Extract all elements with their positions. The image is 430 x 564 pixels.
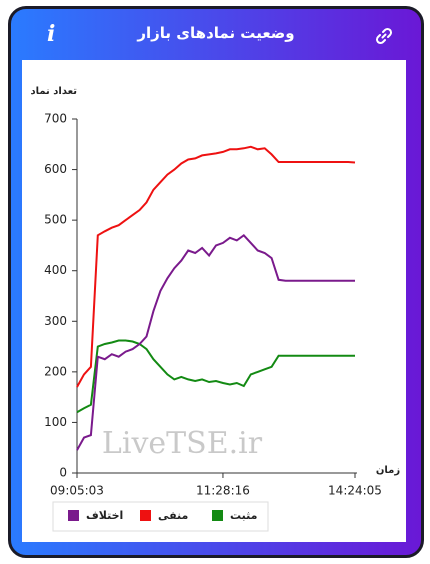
legend-label[interactable]: مثبت bbox=[230, 509, 257, 522]
legend-label[interactable]: اختلاف bbox=[86, 509, 123, 522]
series-line bbox=[76, 233, 355, 451]
info-icon[interactable]: i bbox=[47, 21, 56, 47]
y-axis-label: تعداد نماد bbox=[30, 86, 77, 97]
card: i وضعیت نمادهای بازار LiveTSE.ir تعداد نم… bbox=[8, 6, 424, 558]
title: وضعیت نمادهای بازار bbox=[137, 24, 295, 42]
y-tick-label: 700 bbox=[44, 112, 67, 126]
chart: LiveTSE.ir تعداد نماد زمان 0 100 200 300 400 500… bbox=[22, 60, 406, 542]
legend-swatch[interactable] bbox=[212, 510, 223, 521]
x-tick-label: 11:28:16 bbox=[196, 484, 250, 498]
legend-swatch[interactable] bbox=[68, 510, 79, 521]
y-tick-label: 200 bbox=[44, 364, 67, 378]
y-tick-label: 100 bbox=[44, 415, 67, 429]
y-tick-label: 300 bbox=[44, 314, 67, 328]
legend-label[interactable]: منفی bbox=[158, 509, 188, 522]
x-tick-label: 14:24:05 bbox=[328, 484, 382, 498]
y-tick-label: 500 bbox=[44, 213, 67, 227]
series-line bbox=[76, 339, 355, 414]
y-tick-label: 400 bbox=[44, 263, 67, 277]
series-line bbox=[76, 145, 356, 388]
y-tick-label: 600 bbox=[44, 162, 67, 176]
link-icon[interactable] bbox=[375, 27, 393, 45]
header: i وضعیت نمادهای بازار bbox=[11, 9, 421, 61]
legend-swatch[interactable] bbox=[140, 510, 151, 521]
watermark: LiveTSE.ir bbox=[102, 426, 263, 461]
y-tick-label: 0 bbox=[59, 466, 67, 480]
x-axis-label: زمان bbox=[376, 465, 400, 476]
x-tick-label: 09:05:03 bbox=[50, 484, 104, 498]
legend-box bbox=[52, 501, 269, 532]
